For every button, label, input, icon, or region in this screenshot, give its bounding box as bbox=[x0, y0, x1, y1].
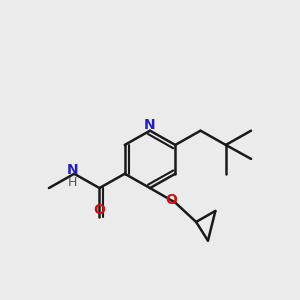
Text: N: N bbox=[67, 163, 79, 177]
Text: N: N bbox=[144, 118, 156, 132]
Text: O: O bbox=[165, 193, 177, 207]
Text: O: O bbox=[94, 203, 105, 217]
Text: H: H bbox=[68, 176, 77, 189]
